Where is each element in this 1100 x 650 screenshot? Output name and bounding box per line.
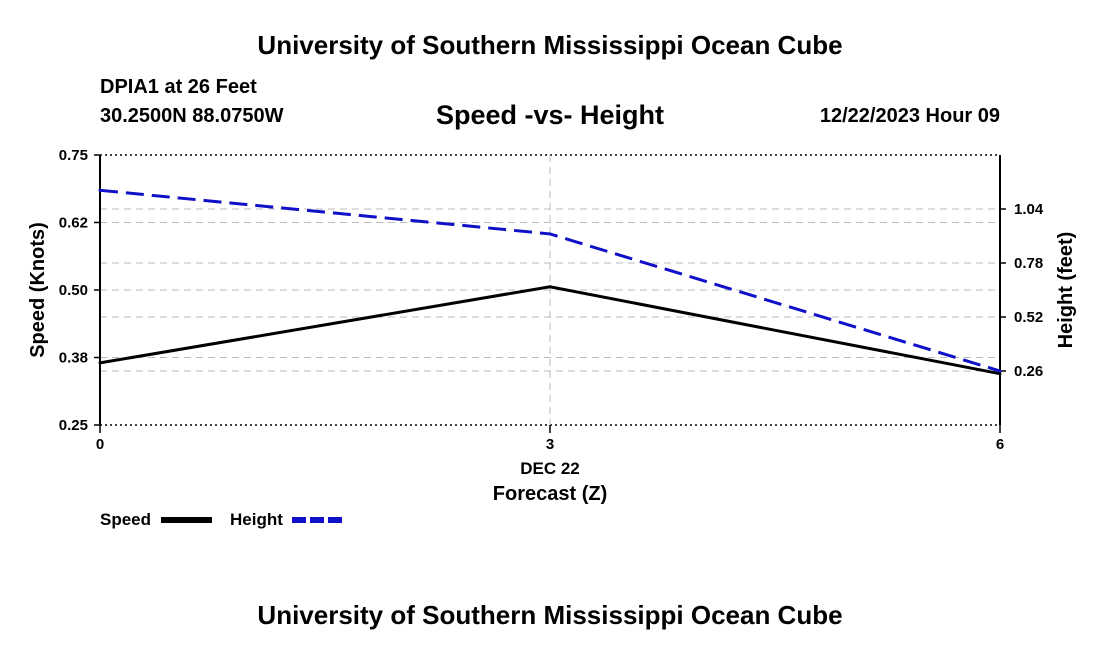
- chart: 0.25 0.38 0.50 0.62 0.75 0.26 0.52 0.78 1.04 0 3 6 D…: [27, 147, 1077, 529]
- data-point-height: [548, 232, 552, 236]
- legend-label-speed: Speed: [100, 510, 151, 529]
- left-tick-label: 0.75: [59, 147, 88, 164]
- footer-title: University of Southern Mississippi Ocean…: [257, 600, 843, 630]
- legend-label-height: Height: [230, 510, 283, 529]
- x-tick-label: 0: [96, 436, 104, 453]
- x-date-label: DEC 22: [520, 459, 580, 478]
- left-tick-label: 0.25: [59, 417, 88, 434]
- x-tick-label: 3: [546, 436, 554, 453]
- y-axis-label-right: Height (feet): [1055, 232, 1077, 349]
- left-tick-label: 0.38: [59, 350, 88, 367]
- x-axis-label: Forecast (Z): [493, 483, 607, 505]
- left-tick-label: 0.50: [59, 282, 88, 299]
- datetime-label: 12/22/2023 Hour 09: [819, 105, 1000, 127]
- station-label: DPIA1 at 26 Feet: [100, 76, 257, 98]
- data-point-speed: [548, 285, 552, 289]
- x-tick-label: 6: [996, 436, 1004, 453]
- data-point-speed: [98, 361, 102, 365]
- right-tick-label: 0.78: [1014, 255, 1043, 272]
- left-tick-label: 0.62: [59, 215, 88, 232]
- data-point-speed: [998, 372, 1002, 376]
- coordinates-label: 30.2500N 88.0750W: [100, 105, 284, 127]
- page-title: University of Southern Mississippi Ocean…: [257, 30, 843, 60]
- y-axis-label-left: Speed (Knots): [27, 222, 49, 358]
- data-point-height: [98, 188, 102, 192]
- chart-title: Speed -vs- Height: [435, 100, 665, 130]
- right-tick-label: 0.52: [1014, 309, 1043, 326]
- right-tick-label: 1.04: [1014, 201, 1044, 218]
- right-tick-label: 0.26: [1014, 363, 1043, 380]
- data-point-height: [998, 369, 1002, 373]
